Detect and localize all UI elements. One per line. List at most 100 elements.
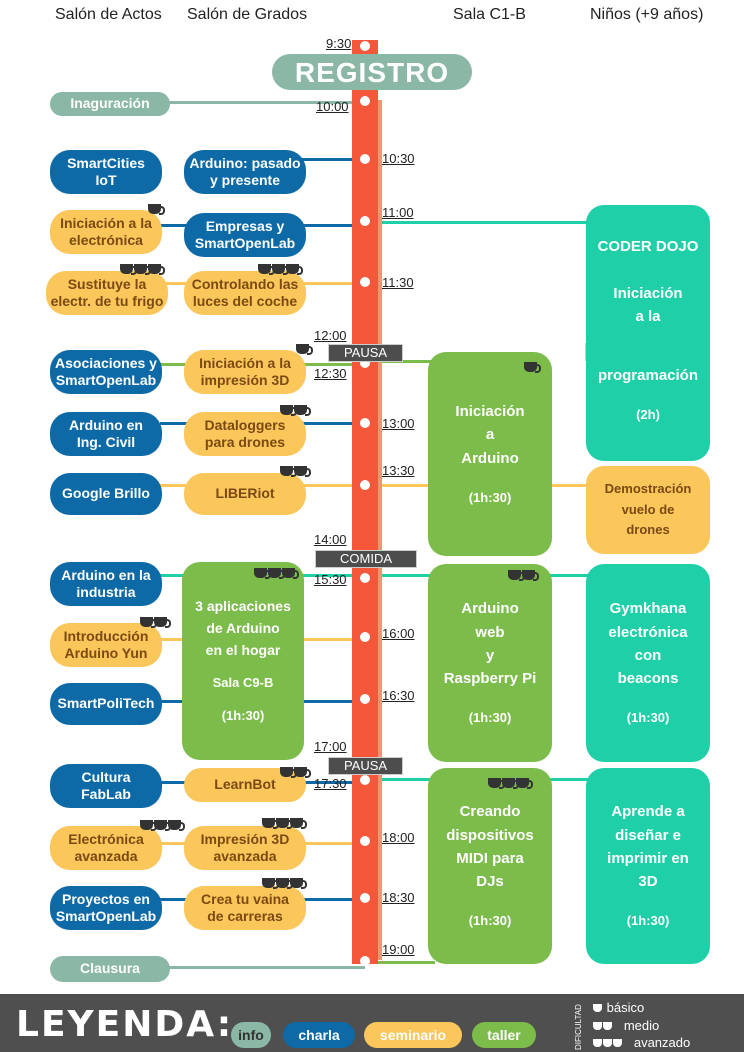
- cup-icon: [168, 820, 185, 831]
- cup-icon: [290, 878, 307, 889]
- event-title: Arduino web y Raspberry Pi: [443, 600, 537, 688]
- time-dot: [360, 956, 370, 966]
- cup-icon: [280, 405, 297, 416]
- event-iniciacion-electronica[interactable]: Iniciación a la electrónica: [50, 210, 162, 254]
- legend-medio-label: medio: [623, 1018, 660, 1033]
- difficulty-cups: [262, 878, 307, 889]
- legend-basico: básico: [593, 1000, 644, 1015]
- legend-basico-label: básico: [606, 1000, 645, 1015]
- time-label: 17:00: [314, 739, 347, 754]
- event-iniciacion-3d[interactable]: Iniciación a la impresión 3D: [184, 350, 306, 394]
- header-sala-c1b: Sala C1-B: [453, 6, 526, 23]
- connector-line: [375, 221, 590, 224]
- time-label: 12:00: [314, 328, 347, 343]
- event-3-aplicaciones[interactable]: 3 aplicaciones de Arduino en el hogar Sa…: [182, 562, 304, 760]
- event-disenar-3d[interactable]: Aprende a diseñar e imprimir en 3D (1h:3…: [586, 768, 710, 964]
- difficulty-cups: [254, 568, 299, 579]
- event-midi-djs[interactable]: Creando dispositivos MIDI para DJs (1h:3…: [428, 768, 552, 964]
- cup-icon: [280, 767, 297, 778]
- event-asociaciones[interactable]: Asociaciones y SmartOpenLab: [50, 350, 162, 394]
- event-smartcities[interactable]: SmartCities IoT: [50, 150, 162, 194]
- cup-icon: [272, 264, 289, 275]
- event-duration: (1h:30): [626, 710, 670, 726]
- event-room: Sala C9-B: [212, 675, 274, 691]
- event-title: Creando dispositivos MIDI para DJs: [446, 803, 534, 891]
- event-coder-dojo[interactable]: CODER DOJO Iniciación a la programación …: [586, 205, 710, 461]
- time-dot: [360, 418, 370, 428]
- time-dot: [360, 96, 370, 106]
- event-smartpolitech[interactable]: SmartPoliTech: [50, 683, 162, 725]
- cup-icon: [296, 344, 313, 355]
- event-clausura[interactable]: Clausura: [50, 956, 170, 982]
- event-arduino-pasado[interactable]: Arduino: pasado y presente: [184, 150, 306, 194]
- event-duration: (1h:30): [468, 710, 512, 726]
- event-arduino-ing-civil[interactable]: Arduino en Ing. Civil: [50, 412, 162, 456]
- event-liberiot[interactable]: LIBERiot: [184, 473, 306, 515]
- difficulty-cups: [280, 466, 311, 477]
- event-dataloggers[interactable]: Dataloggers para drones: [184, 412, 306, 456]
- event-inauguracion[interactable]: Inaguración: [50, 92, 170, 116]
- event-arduino-web[interactable]: Arduino web y Raspberry Pi (1h:30): [428, 564, 552, 762]
- time-dot: [360, 480, 370, 490]
- event-electronica-avanzada[interactable]: Electrónica avanzada: [50, 826, 162, 870]
- time-label: 11:00: [382, 205, 414, 220]
- cup-icon: [280, 466, 297, 477]
- time-dot: [360, 632, 370, 642]
- event-empresas-smartopenlab[interactable]: Empresas y SmartOpenLab: [184, 213, 306, 257]
- cup-icon: [508, 570, 525, 581]
- event-google-brillo[interactable]: Google Brillo: [50, 473, 162, 515]
- legend-taller: taller: [472, 1022, 536, 1048]
- difficulty-cups: [280, 405, 311, 416]
- event-arduino-industria[interactable]: Arduino en la industria: [50, 562, 162, 606]
- time-dot: [360, 358, 370, 368]
- event-proyectos-smartopenlab[interactable]: Proyectos en SmartOpenLab: [50, 886, 162, 930]
- difficulty-cups: [524, 362, 541, 373]
- cup-icon: [140, 617, 157, 628]
- event-sustituye-frigo[interactable]: Sustituye la electr. de tu frigo: [46, 271, 168, 315]
- time-dot: [360, 216, 370, 226]
- time-dot: [360, 573, 370, 583]
- event-controlando-luces[interactable]: Controlando las luces del coche: [184, 271, 306, 315]
- time-label: 11:30: [382, 275, 414, 290]
- legend-avanzado: avanzado: [593, 1035, 690, 1050]
- difficulty-cups: [508, 570, 539, 581]
- event-vaina-carreras[interactable]: Crea tu vaina de carreras: [184, 886, 306, 930]
- cup-icon: [294, 405, 311, 416]
- event-impresion-3d-avanzada[interactable]: Impresión 3D avanzada: [184, 826, 306, 870]
- cup-icon: [593, 1004, 602, 1012]
- event-title: CODER DOJO Iniciación a la: [597, 238, 699, 325]
- time-label: 18:00: [382, 830, 415, 845]
- event-vuelo-drones[interactable]: Demostración vuelo de drones: [586, 466, 710, 554]
- event-intro-arduino-yun[interactable]: Introducción Arduino Yun: [50, 623, 162, 667]
- cup-icon: [254, 568, 271, 579]
- time-label: 12:30: [314, 366, 347, 381]
- legend-difficulty-label: DIFICULTAD: [574, 1004, 583, 1050]
- event-duration: (1h:30): [468, 913, 512, 929]
- cup-icon: [268, 568, 285, 579]
- legend-seminario: seminario: [364, 1022, 462, 1048]
- cup-icon: [488, 778, 505, 789]
- time-dot: [360, 836, 370, 846]
- event-gymkhana[interactable]: Gymkhana electrónica con beacons (1h:30): [586, 564, 710, 762]
- difficulty-cups: [148, 204, 165, 215]
- difficulty-cups: [296, 344, 313, 355]
- time-label: 19:00: [382, 942, 415, 957]
- event-title: Iniciación a Arduino: [455, 403, 525, 467]
- cup-icon: [262, 878, 279, 889]
- cup-icon: [286, 264, 303, 275]
- time-label: 13:30: [382, 463, 415, 478]
- difficulty-cups: [140, 617, 171, 628]
- legend-info: info: [231, 1022, 271, 1048]
- time-label: 16:30: [382, 688, 415, 703]
- event-cultura-fablab[interactable]: Cultura FabLab: [50, 764, 162, 808]
- cup-icon: [603, 1039, 612, 1047]
- event-title: Gymkhana electrónica con beacons: [608, 600, 688, 688]
- pausa-bar: PAUSA: [328, 344, 403, 362]
- connector-line: [375, 961, 435, 964]
- cup-icon: [522, 570, 539, 581]
- cup-icon: [294, 767, 311, 778]
- cup-icon: [120, 264, 137, 275]
- difficulty-cups: [258, 264, 303, 275]
- cup-icon: [502, 778, 519, 789]
- event-iniciacion-arduino[interactable]: Iniciación a Arduino (1h:30): [428, 352, 552, 556]
